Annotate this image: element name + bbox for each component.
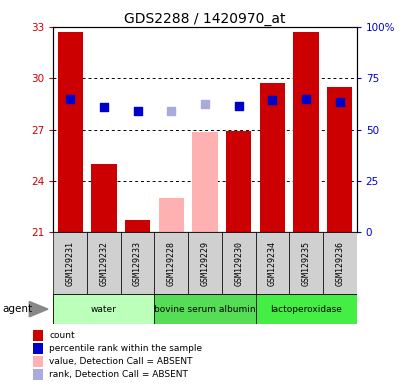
Bar	[154, 294, 255, 324]
Text: water: water	[91, 305, 117, 314]
Text: lactoperoxidase: lactoperoxidase	[270, 305, 341, 314]
Point	[134, 108, 141, 114]
Bar	[53, 294, 154, 324]
Bar	[255, 232, 289, 294]
Text: GSM129236: GSM129236	[335, 240, 344, 286]
Text: percentile rank within the sample: percentile rank within the sample	[49, 344, 202, 353]
Point	[67, 96, 73, 102]
Bar	[53, 232, 87, 294]
Bar	[120, 232, 154, 294]
Title: GDS2288 / 1420970_at: GDS2288 / 1420970_at	[124, 12, 285, 26]
Text: agent: agent	[2, 304, 32, 314]
Text: GSM129235: GSM129235	[301, 240, 310, 286]
Bar	[158, 198, 184, 232]
Point	[168, 108, 174, 114]
Text: value, Detection Call = ABSENT: value, Detection Call = ABSENT	[49, 357, 192, 366]
Bar	[57, 32, 83, 232]
Text: GSM129233: GSM129233	[133, 240, 142, 286]
Point	[235, 103, 241, 109]
Bar	[91, 164, 116, 232]
Text: GSM129228: GSM129228	[166, 240, 175, 286]
Text: GSM129229: GSM129229	[200, 240, 209, 286]
Point	[201, 101, 208, 107]
Bar	[221, 232, 255, 294]
Bar	[225, 131, 251, 232]
Bar	[259, 83, 284, 232]
Bar	[322, 232, 356, 294]
Bar	[289, 232, 322, 294]
Bar	[154, 232, 188, 294]
Point	[268, 98, 275, 104]
Point	[336, 99, 342, 105]
Bar	[33, 356, 43, 367]
Text: GSM129232: GSM129232	[99, 240, 108, 286]
Text: GSM129230: GSM129230	[234, 240, 243, 286]
Bar	[255, 294, 356, 324]
Bar	[125, 220, 150, 232]
Bar	[293, 32, 318, 232]
Text: count: count	[49, 331, 74, 340]
Text: rank, Detection Call = ABSENT: rank, Detection Call = ABSENT	[49, 370, 188, 379]
Point	[100, 104, 107, 111]
Text: bovine serum albumin: bovine serum albumin	[154, 305, 255, 314]
Point	[302, 96, 309, 102]
Bar	[192, 132, 217, 232]
Bar	[33, 369, 43, 380]
Text: GSM129234: GSM129234	[267, 240, 276, 286]
Bar	[326, 87, 352, 232]
Bar	[188, 232, 221, 294]
Bar	[33, 330, 43, 341]
Bar	[87, 232, 120, 294]
Text: GSM129231: GSM129231	[65, 240, 74, 286]
Bar	[33, 343, 43, 354]
Polygon shape	[29, 301, 48, 317]
